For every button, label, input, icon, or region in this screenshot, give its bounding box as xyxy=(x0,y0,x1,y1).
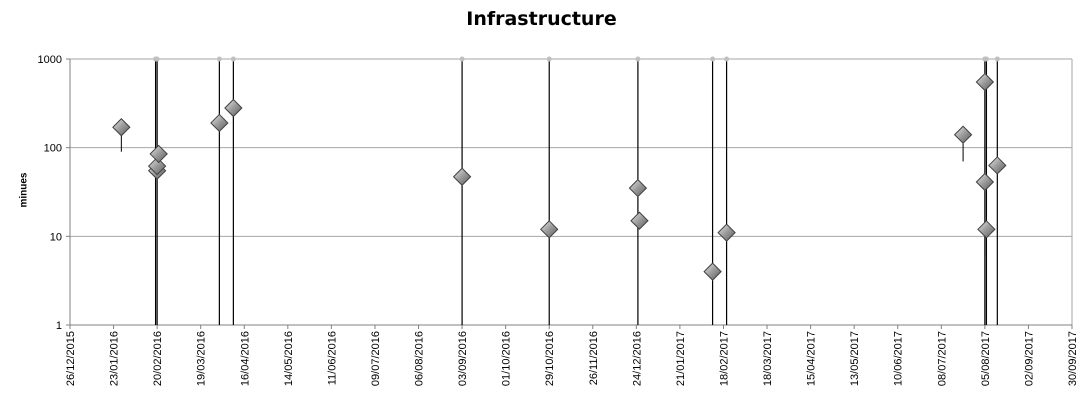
x-tick-label: 16/04/2016 xyxy=(239,331,251,386)
event-cap xyxy=(459,56,465,62)
x-tick-label: 14/05/2016 xyxy=(283,331,295,386)
event-cap xyxy=(994,56,1000,62)
event-cap xyxy=(710,56,716,62)
data-point xyxy=(717,223,736,242)
x-tick-label: 15/04/2017 xyxy=(806,331,818,386)
x-tick-label: 26/11/2016 xyxy=(588,331,600,385)
y-tick-label: 10 xyxy=(50,231,62,243)
event-cap xyxy=(546,56,552,62)
data-point xyxy=(147,156,167,176)
x-tick-label: 30/09/2017 xyxy=(1067,331,1079,386)
x-tick-label: 05/08/2017 xyxy=(980,331,992,386)
data-point xyxy=(149,144,168,164)
chart-title: Infrastructure xyxy=(466,8,617,30)
data-point xyxy=(452,167,472,186)
data-point xyxy=(112,118,131,137)
event-cap xyxy=(724,56,730,62)
data-point xyxy=(703,262,722,281)
data-point xyxy=(540,220,559,239)
event-cap xyxy=(635,56,641,62)
x-tick-label: 18/03/2017 xyxy=(762,331,774,386)
x-tick-label: 08/07/2017 xyxy=(936,331,948,386)
x-tick-label: 03/09/2016 xyxy=(457,331,469,386)
data-point xyxy=(210,113,229,133)
x-tick-label: 26/12/2015 xyxy=(65,331,77,386)
y-tick-label: 1000 xyxy=(38,54,62,66)
data-point xyxy=(977,220,996,239)
x-tick-label: 01/10/2016 xyxy=(501,331,513,386)
x-tick-label: 06/08/2016 xyxy=(414,331,426,386)
y-tick-label: 1 xyxy=(56,320,62,332)
x-tick-label: 02/09/2017 xyxy=(1023,331,1035,386)
x-tick-label: 24/12/2016 xyxy=(631,331,643,386)
event-cap xyxy=(983,56,989,62)
x-tick-label: 29/10/2016 xyxy=(544,331,556,386)
x-tick-label: 13/05/2017 xyxy=(849,331,861,386)
event-cap xyxy=(154,56,160,62)
x-tick-label: 20/02/2016 xyxy=(152,331,164,386)
data-point xyxy=(224,98,243,118)
x-tick-label: 10/06/2017 xyxy=(893,331,905,386)
y-tick-label: 100 xyxy=(44,143,62,155)
data-point xyxy=(988,156,1007,175)
data-point xyxy=(628,178,648,198)
data-point xyxy=(630,211,649,230)
x-tick-label: 21/01/2017 xyxy=(675,331,687,386)
data-point xyxy=(975,72,995,92)
data-point xyxy=(953,125,973,144)
x-tick-label: 23/01/2016 xyxy=(109,331,121,386)
x-tick-label: 09/07/2016 xyxy=(370,331,382,386)
x-tick-label: 11/06/2016 xyxy=(326,331,338,385)
event-cap xyxy=(216,56,222,62)
x-tick-label: 18/02/2017 xyxy=(718,331,730,386)
event-cap xyxy=(230,56,236,62)
x-tick-label: 19/03/2016 xyxy=(196,331,208,386)
data-point xyxy=(975,172,995,192)
